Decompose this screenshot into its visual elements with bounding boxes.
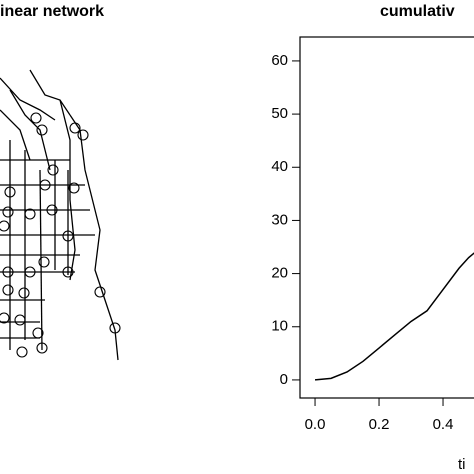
network-point <box>24 266 36 278</box>
network-point <box>94 286 106 298</box>
network-point <box>36 124 48 136</box>
network-point <box>32 327 44 339</box>
x-tick-label: 0.0 <box>305 416 326 433</box>
network-point <box>38 256 50 268</box>
network-edge <box>9 89 51 171</box>
x-tick-label: 0.2 <box>369 416 390 433</box>
network-point <box>14 314 26 326</box>
network-point <box>36 342 48 354</box>
y-tick-label: 60 <box>271 52 288 69</box>
data-line <box>314 252 474 381</box>
network-point <box>2 284 14 296</box>
network-point <box>68 182 80 194</box>
chart-title: cumulativ <box>380 3 455 20</box>
chart-title: inear network <box>0 3 104 20</box>
network-point <box>0 220 10 232</box>
y-tick-label: 10 <box>271 318 288 335</box>
y-tick-label: 0 <box>280 371 288 388</box>
network-point <box>2 266 14 278</box>
y-tick-label: 50 <box>271 105 288 122</box>
y-tick-label: 20 <box>271 265 288 282</box>
network-point <box>24 208 36 220</box>
network-edge <box>29 69 71 116</box>
network <box>0 69 121 361</box>
network-point <box>18 287 30 299</box>
network-point <box>16 346 28 358</box>
x-axis-label: ti <box>458 456 466 473</box>
network-point <box>4 186 16 198</box>
network-edge <box>59 99 76 281</box>
network-edge <box>69 114 119 361</box>
network-point <box>30 112 42 124</box>
y-tick-label: 30 <box>271 211 288 228</box>
network-point <box>62 230 74 242</box>
network-point <box>62 266 74 278</box>
network-point <box>69 122 81 134</box>
network-point <box>109 322 121 334</box>
network-point <box>2 206 14 218</box>
x-tick-label: 0.4 <box>433 416 454 433</box>
network-point <box>39 179 51 191</box>
network-edge <box>0 109 31 161</box>
y-tick-label: 40 <box>271 158 288 175</box>
network-point <box>0 312 10 324</box>
network-edge <box>39 169 43 351</box>
network-point <box>46 204 58 216</box>
network-point <box>77 129 89 141</box>
network-point <box>47 164 59 176</box>
network-edge <box>0 77 56 121</box>
plot-frame <box>299 36 474 399</box>
